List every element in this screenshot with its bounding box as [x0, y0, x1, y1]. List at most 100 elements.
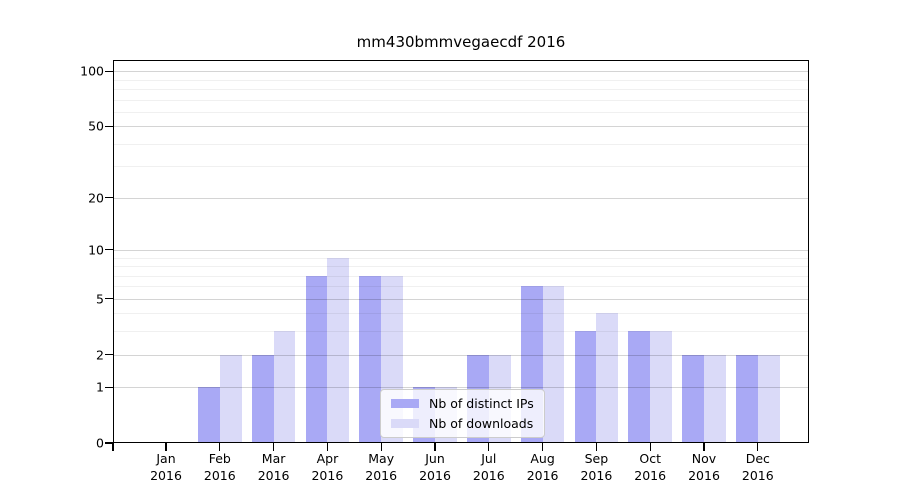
x-label-month: Nov	[691, 451, 717, 466]
grid-line-minor	[113, 257, 809, 259]
bar-distinct-ips	[305, 275, 328, 443]
x-label-year: 2016	[419, 467, 451, 483]
x-label-month: Oct	[639, 451, 661, 466]
y-axis-tick-label: 5	[96, 291, 104, 307]
x-axis-tick	[595, 443, 598, 451]
x-axis-tick	[326, 443, 329, 451]
x-label-year: 2016	[257, 467, 290, 483]
grid-line-minor	[113, 89, 809, 91]
chart-title: mm430bmmvegaecdf 2016	[356, 33, 566, 51]
x-axis-tick	[112, 443, 114, 451]
y-axis-tick	[105, 442, 113, 444]
grid-line-major	[113, 126, 809, 128]
bar-distinct-ips	[628, 331, 651, 443]
x-axis-tick	[757, 443, 759, 451]
x-label-month: May	[368, 451, 395, 466]
legend-label: Nb of distinct IPs	[429, 396, 534, 411]
x-axis-tick-label: Nov 2016	[688, 451, 720, 484]
x-axis-tick-label: Dec 2016	[742, 451, 774, 484]
bar-distinct-ips	[359, 275, 382, 443]
x-label-month: Jan	[156, 451, 176, 466]
x-axis-tick-label: Jun 2016	[419, 451, 451, 484]
bar-downloads	[704, 354, 726, 443]
grid-line-minor	[113, 99, 809, 101]
x-axis-tick-label: Mar 2016	[258, 451, 290, 484]
x-label-year: 2016	[526, 467, 559, 483]
y-axis-tick-label: 50	[88, 118, 104, 134]
y-axis-tick-label: 20	[88, 190, 104, 206]
grid-line-minor	[113, 79, 809, 81]
legend-swatch	[391, 399, 419, 408]
x-axis-tick-label: Jul 2016	[473, 451, 505, 484]
y-axis-tick-label: 100	[80, 63, 104, 79]
grid-line-minor	[113, 313, 809, 315]
y-axis-tick	[105, 197, 113, 199]
grid-line-major	[113, 387, 809, 389]
x-axis-tick-label: Oct 2016	[634, 451, 666, 484]
plot-area: Nb of distinct IPs Nb of downloads 0 1 2 5 1…	[80, 60, 809, 483]
x-label-year: 2016	[203, 467, 236, 483]
grid-line-minor	[113, 331, 809, 333]
x-axis-tick	[434, 443, 436, 451]
x-axis-tick	[380, 443, 382, 451]
y-axis-tick	[105, 125, 113, 127]
grid-line-minor	[113, 111, 809, 113]
y-axis-tick	[105, 298, 113, 300]
x-label-year: 2016	[688, 467, 720, 483]
grid-line-minor	[113, 286, 809, 288]
grid-line-major	[113, 298, 809, 300]
x-label-year: 2016	[150, 467, 182, 483]
x-label-month: Jul	[481, 451, 497, 466]
y-axis-tick-label: 10	[88, 242, 104, 258]
y-axis-tick-label: 2	[96, 347, 104, 362]
bar-distinct-ips	[198, 387, 220, 443]
x-axis-tick	[649, 443, 651, 451]
x-axis-tick-label: Jan 2016	[150, 451, 182, 484]
x-axis-tick-label: May 2016	[365, 451, 397, 484]
bar-downloads	[542, 286, 565, 443]
x-axis-tick	[219, 443, 221, 451]
legend: Nb of distinct IPs Nb of downloads	[380, 389, 545, 438]
x-axis-tick	[703, 443, 705, 451]
grid-line-minor	[113, 166, 809, 168]
x-label-year: 2016	[580, 467, 613, 483]
y-axis-tick	[105, 249, 113, 251]
bar-downloads	[757, 354, 780, 443]
y-axis-tick	[105, 353, 113, 356]
x-axis-tick-label: Sep 2016	[580, 451, 612, 484]
grid-line-major	[113, 197, 809, 199]
legend-label: Nb of downloads	[429, 416, 534, 431]
x-label-year: 2016	[741, 467, 774, 483]
grid-line-minor	[113, 266, 809, 267]
legend-item-downloads: Nb of downloads	[391, 416, 534, 431]
y-axis-tick-label: 0	[96, 435, 104, 451]
x-axis-tick-label: Apr 2016	[311, 451, 343, 484]
bar-downloads	[596, 313, 619, 443]
x-label-year: 2016	[311, 467, 344, 483]
bar-downloads	[219, 354, 242, 443]
bar-downloads	[327, 257, 350, 443]
x-axis-tick	[488, 443, 490, 451]
legend-item-distinct-ips: Nb of distinct IPs	[391, 396, 534, 411]
x-axis-tick-label: Feb 2016	[204, 451, 236, 484]
x-label-month: Apr	[316, 451, 339, 466]
x-axis-tick	[541, 443, 544, 451]
x-label-month: Feb	[208, 451, 231, 466]
x-label-month: Aug	[530, 451, 555, 466]
bar-distinct-ips	[574, 331, 597, 443]
grid-line-major	[113, 354, 809, 356]
x-axis-tick	[272, 443, 275, 451]
y-axis-tick	[105, 70, 113, 72]
y-axis-tick	[105, 386, 113, 388]
x-label-year: 2016	[472, 467, 505, 483]
x-axis-tick	[165, 443, 167, 451]
legend-swatch	[391, 419, 419, 428]
x-label-month: Mar	[261, 451, 286, 466]
x-label-year: 2016	[634, 467, 667, 483]
bar-downloads	[273, 331, 296, 443]
x-label-year: 2016	[365, 467, 398, 483]
x-label-month: Dec	[745, 451, 770, 466]
x-label-month: Jun	[425, 451, 445, 466]
bar-distinct-ips	[736, 354, 758, 443]
